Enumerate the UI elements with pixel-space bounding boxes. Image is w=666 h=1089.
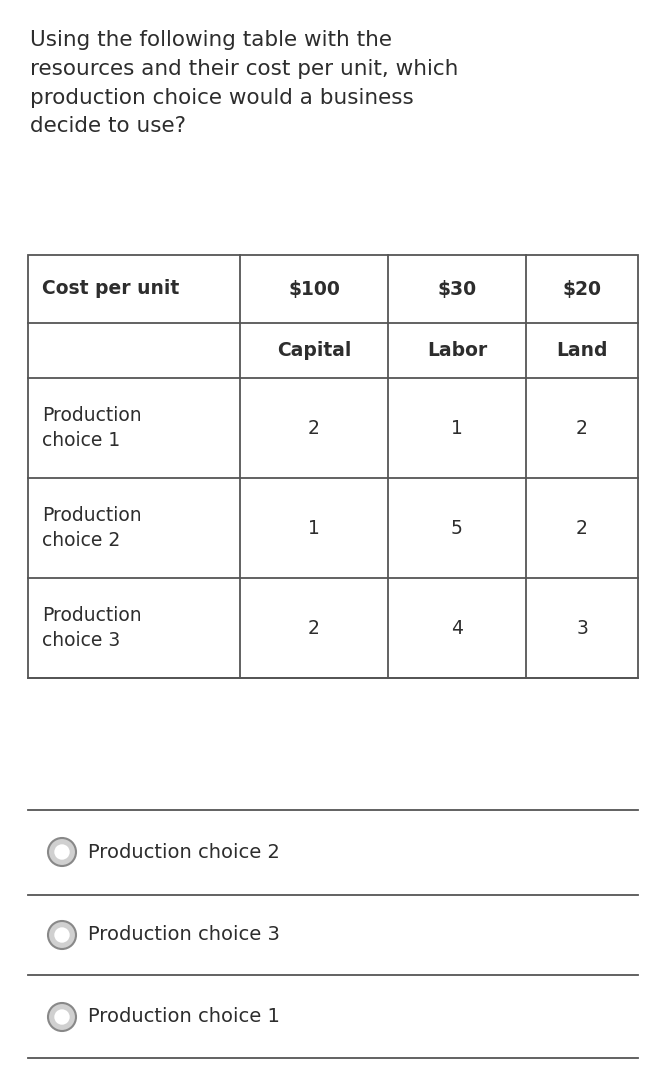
- Text: $30: $30: [438, 280, 477, 298]
- Text: Using the following table with the
resources and their cost per unit, which
prod: Using the following table with the resou…: [30, 30, 458, 136]
- Text: Production
choice 1: Production choice 1: [42, 405, 142, 451]
- Circle shape: [48, 1003, 76, 1031]
- Text: 4: 4: [451, 619, 463, 637]
- Text: Labor: Labor: [427, 341, 487, 360]
- Text: Cost per unit: Cost per unit: [42, 280, 179, 298]
- Circle shape: [48, 839, 76, 866]
- Text: 5: 5: [451, 518, 463, 538]
- Text: Production choice 1: Production choice 1: [88, 1007, 280, 1027]
- Text: 2: 2: [576, 418, 588, 438]
- Text: Production choice 2: Production choice 2: [88, 843, 280, 861]
- Text: Production choice 3: Production choice 3: [88, 926, 280, 944]
- Circle shape: [55, 1010, 70, 1025]
- Circle shape: [55, 844, 70, 859]
- Text: $20: $20: [563, 280, 601, 298]
- Text: 2: 2: [308, 418, 320, 438]
- Text: Capital: Capital: [277, 341, 351, 360]
- Text: 1: 1: [451, 418, 463, 438]
- Text: $100: $100: [288, 280, 340, 298]
- Text: Production
choice 2: Production choice 2: [42, 505, 142, 550]
- Text: 2: 2: [308, 619, 320, 637]
- Text: Land: Land: [556, 341, 608, 360]
- Text: Production
choice 3: Production choice 3: [42, 605, 142, 650]
- Circle shape: [55, 928, 70, 943]
- Text: 2: 2: [576, 518, 588, 538]
- Text: 3: 3: [576, 619, 588, 637]
- Circle shape: [48, 921, 76, 949]
- Text: 1: 1: [308, 518, 320, 538]
- Bar: [28, 255, 638, 678]
